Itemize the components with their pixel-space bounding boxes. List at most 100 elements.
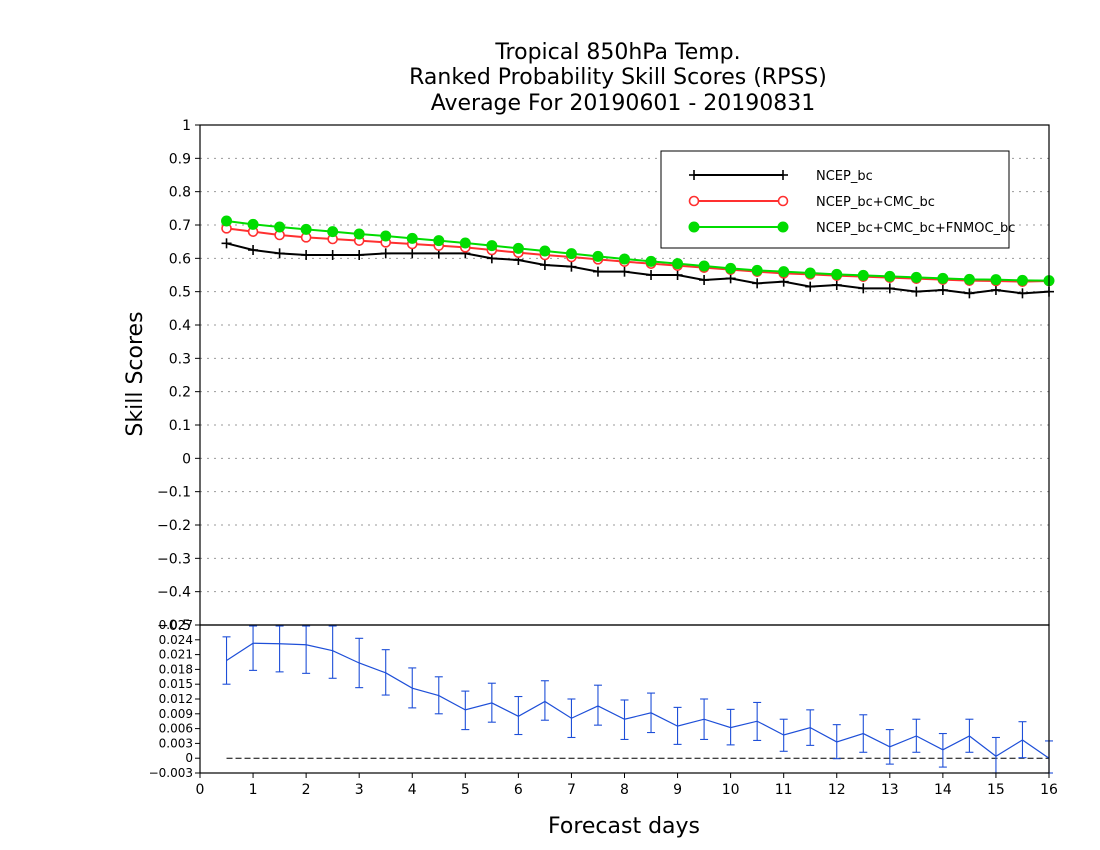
data-point [725,273,736,284]
data-point [566,261,577,272]
bottom-y-tick-label: 0.009 [159,707,193,721]
error-bar [408,667,417,709]
error-bar [514,695,523,736]
error-bar [912,718,921,753]
data-point [221,215,233,227]
error-bar [461,690,470,731]
data-point [274,248,285,259]
data-point [619,266,630,277]
error-bar [593,684,602,726]
error-bar [620,699,629,741]
error-bar [275,625,284,673]
data-point [248,245,259,255]
y-axis-title: Skill Scores [123,311,148,436]
legend-marker [778,170,788,180]
error-bar [355,637,364,689]
x-tick-label: 1 [249,782,258,798]
data-point [990,285,1001,295]
data-point [512,242,524,254]
top-y-tick-label: 0.4 [169,318,191,334]
data-point [964,288,975,299]
data-point [1016,274,1028,286]
data-point [751,264,763,276]
data-point [778,266,790,278]
bottom-y-tick-label: 0 [185,751,193,765]
series-line [226,242,1050,295]
data-point [937,285,948,295]
x-tick-label: 7 [567,782,576,798]
chart-title: Tropical 850hPa Temp. Ranked Probability… [409,40,827,116]
difference-line [226,642,1050,759]
data-point [539,245,551,257]
data-point [645,255,657,267]
x-tick-label: 11 [775,782,793,798]
data-point [353,228,365,240]
data-point [592,250,604,262]
data-point [380,230,392,242]
x-axis-ticks: 0 1 2 3 4 5 6 7 8 9 10 11 12 13 14 15 16 [196,773,1058,798]
data-point [592,266,603,277]
data-point [433,235,445,247]
data-point [247,218,259,230]
data-point [857,269,869,281]
error-bar [249,625,258,671]
legend-marker [689,170,699,180]
legend-item: NCEP_bc [689,169,873,184]
error-bar [965,718,974,753]
x-tick-label: 13 [881,782,899,798]
top-y-tick-label: 0.9 [169,151,191,167]
bottom-y-tick-label: 0.015 [159,677,193,691]
x-tick-label: 16 [1040,782,1058,798]
top-y-tick-label: −0.5 [157,618,191,634]
data-point [565,248,577,260]
legend-label: NCEP_bc+CMC_bc+FNMOC_bc [816,221,1015,236]
error-bar [700,698,709,741]
title-line-3: Average For 20190601 - 20190831 [431,91,816,116]
legend-box [660,150,1010,249]
top-y-tick-label: 0.7 [169,218,191,234]
data-point [407,248,418,259]
bottom-series-group [222,625,1053,774]
x-tick-label: 2 [302,782,311,798]
bottom-y-tick-label: 0.006 [159,722,193,736]
legend-marker [688,221,700,233]
error-bar [328,625,337,679]
legend-item: NCEP_bc+CMC_bc+FNMOC_bc [688,221,1015,236]
top-y-tick-label: 1 [182,118,191,134]
data-point [406,232,418,244]
error-bar [673,706,682,745]
top-y-tick-label: 0.5 [169,285,191,301]
error-bar [806,709,815,746]
data-point [831,280,842,290]
x-tick-label: 5 [461,782,470,798]
top-y-tick-label: 0.6 [169,251,191,267]
error-bar [540,680,549,721]
error-bar [222,636,231,685]
data-point [752,278,763,289]
error-bar [753,701,762,741]
bottom-y-tick-label: 0.012 [159,692,193,706]
top-y-tick-label: −0.2 [157,518,191,534]
error-bar [487,682,496,723]
x-axis-title: Forecast days [548,814,700,839]
error-bar [859,714,868,753]
error-bar [302,625,311,674]
x-tick-label: 0 [196,782,205,798]
top-y-tick-label: 0.1 [169,418,191,434]
error-bar [779,718,788,752]
data-point [619,253,630,265]
data-point [858,283,869,294]
data-point [725,262,737,274]
top-y-tick-label: −0.3 [157,551,191,567]
bottom-y-tick-label: 0.024 [159,633,193,647]
data-point [327,250,338,260]
data-point [327,226,339,238]
bottom-y-tick-label: 0.021 [159,648,193,662]
x-tick-label: 6 [514,782,523,798]
x-tick-label: 8 [620,782,629,798]
data-point [698,260,710,272]
error-bar [938,732,947,768]
bottom-y-tick-label: 0.027 [159,618,193,632]
error-bar [1018,721,1027,759]
